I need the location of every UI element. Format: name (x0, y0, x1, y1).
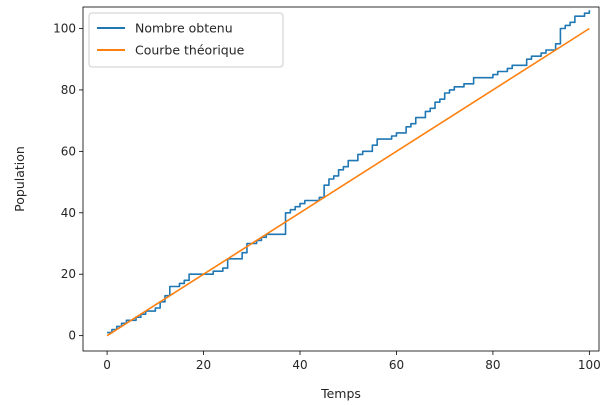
y-tick-label: 40 (61, 206, 76, 220)
x-axis: 0 20 40 60 80 100 (103, 351, 601, 372)
series-layer (106, 10, 591, 337)
legend-label-courbe-theorique: Courbe théorique (135, 43, 245, 58)
y-axis: 0 20 40 60 80 100 (53, 22, 83, 343)
y-tick-label: 20 (61, 267, 76, 281)
legend-entry-nombre-obtenu: Nombre obtenu (97, 21, 233, 36)
legend: Nombre obtenu Courbe théorique (88, 12, 284, 68)
x-tick-label: 80 (485, 358, 500, 372)
series-line-courbe-theorique (106, 27, 590, 337)
plot-area (82, 6, 600, 352)
x-tick-label: 100 (578, 358, 601, 372)
x-tick-label: 20 (196, 358, 211, 372)
y-tick-label: 0 (68, 329, 76, 343)
series-line-nombre-obtenu (107, 10, 591, 334)
legend-entry-courbe-theorique: Courbe théorique (97, 43, 245, 58)
y-tick-label: 60 (61, 144, 76, 158)
x-tick-label: 60 (389, 358, 404, 372)
x-axis-label: Temps (320, 386, 361, 401)
y-tick-label: 100 (53, 22, 76, 36)
legend-box (88, 12, 284, 68)
plot-frame (82, 6, 600, 352)
x-tick-label: 0 (103, 358, 111, 372)
y-axis-label: Population (12, 146, 27, 212)
legend-label-nombre-obtenu: Nombre obtenu (135, 21, 233, 36)
x-tick-label: 40 (292, 358, 307, 372)
y-tick-label: 80 (61, 83, 76, 97)
